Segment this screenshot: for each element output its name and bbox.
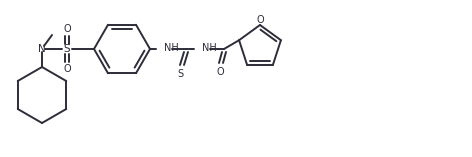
Text: NH: NH: [202, 43, 217, 53]
Text: O: O: [63, 24, 71, 34]
Text: O: O: [256, 15, 264, 25]
Text: N: N: [38, 44, 46, 54]
Text: O: O: [216, 67, 224, 77]
Text: S: S: [64, 44, 70, 54]
Text: O: O: [63, 64, 71, 74]
Text: S: S: [177, 69, 183, 79]
Text: NH: NH: [164, 43, 179, 53]
